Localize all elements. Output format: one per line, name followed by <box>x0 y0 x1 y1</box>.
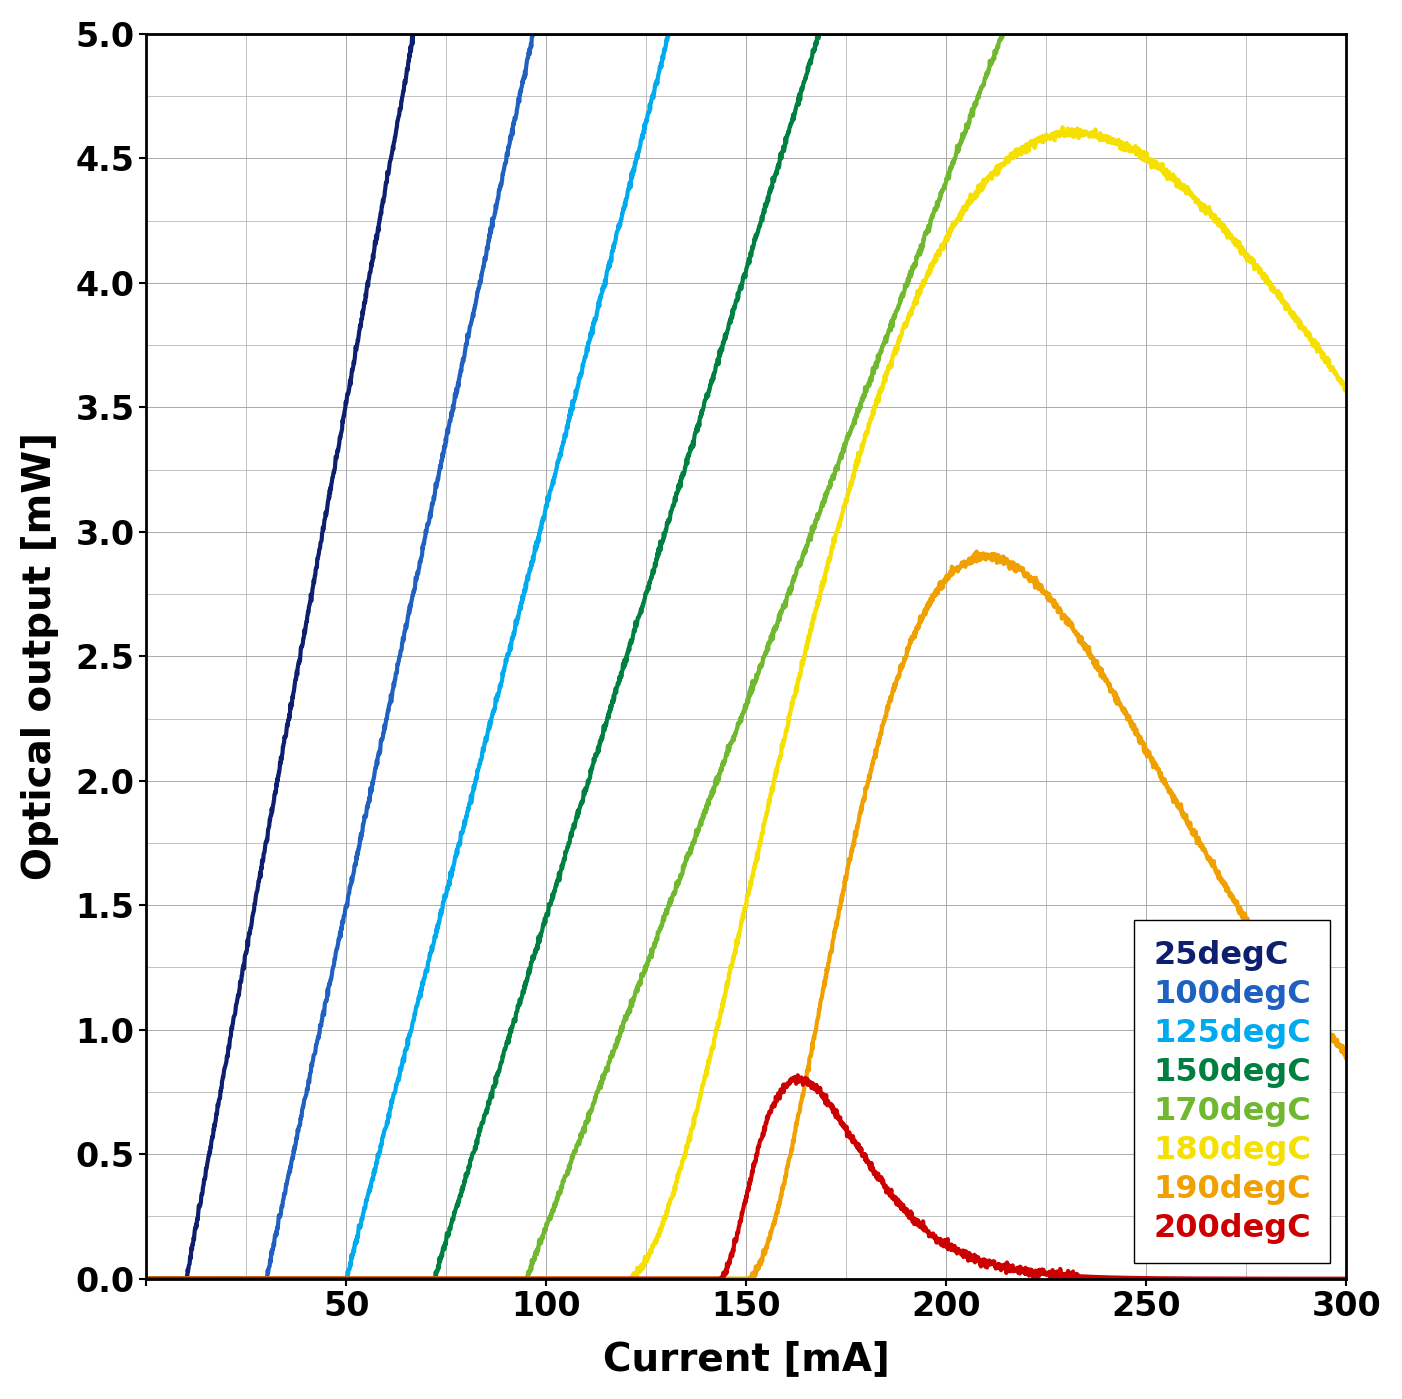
180degC <box>346 1270 363 1287</box>
170degC <box>1186 25 1203 42</box>
25degC <box>137 1270 154 1287</box>
200degC <box>789 1067 806 1084</box>
25degC <box>1338 25 1354 42</box>
200degC <box>599 1270 615 1287</box>
190degC <box>1186 821 1203 838</box>
25degC <box>651 25 667 42</box>
125degC <box>660 25 677 42</box>
Legend: 25degC, 100degC, 125degC, 150degC, 170degC, 180degC, 190degC, 200degC: 25degC, 100degC, 125degC, 150degC, 170de… <box>1134 921 1330 1263</box>
190degC <box>137 1270 154 1287</box>
190degC <box>1338 1044 1354 1060</box>
25degC <box>599 25 615 42</box>
150degC <box>809 25 826 42</box>
100degC <box>599 25 615 42</box>
100degC <box>346 858 363 874</box>
180degC <box>1315 347 1332 364</box>
125degC <box>651 66 667 83</box>
100degC <box>1315 25 1332 42</box>
100degC <box>275 1191 292 1207</box>
200degC <box>137 1270 154 1287</box>
X-axis label: Current [mA]: Current [mA] <box>603 1340 890 1378</box>
180degC <box>599 1270 615 1287</box>
200degC <box>275 1270 292 1287</box>
190degC <box>651 1270 667 1287</box>
180degC <box>137 1270 154 1287</box>
125degC <box>1186 25 1203 42</box>
100degC <box>1338 25 1354 42</box>
200degC <box>1315 1270 1332 1287</box>
Line: 190degC: 190degC <box>146 551 1346 1279</box>
190degC <box>969 543 986 560</box>
Line: 100degC: 100degC <box>146 34 1346 1279</box>
150degC <box>1338 25 1354 42</box>
Line: 170degC: 170degC <box>146 34 1346 1279</box>
190degC <box>599 1270 615 1287</box>
180degC <box>651 1226 667 1242</box>
200degC <box>346 1270 363 1287</box>
150degC <box>1186 25 1203 42</box>
170degC <box>599 1060 615 1077</box>
125degC <box>137 1270 154 1287</box>
100degC <box>1186 25 1203 42</box>
180degC <box>1186 190 1203 207</box>
100degC <box>524 25 541 42</box>
150degC <box>651 540 667 557</box>
170degC <box>1315 25 1332 42</box>
190degC <box>346 1270 363 1287</box>
170degC <box>137 1270 154 1287</box>
200degC <box>651 1270 667 1287</box>
Line: 180degC: 180degC <box>146 127 1346 1279</box>
Line: 200degC: 200degC <box>146 1076 1346 1279</box>
25degC <box>1186 25 1203 42</box>
150degC <box>346 1270 363 1287</box>
180degC <box>275 1270 292 1287</box>
125degC <box>275 1270 292 1287</box>
25degC <box>346 353 363 369</box>
150degC <box>599 713 615 730</box>
Line: 25degC: 25degC <box>146 34 1346 1279</box>
125degC <box>346 1238 363 1255</box>
170degC <box>994 25 1011 42</box>
125degC <box>599 266 615 283</box>
150degC <box>1315 25 1332 42</box>
100degC <box>651 25 667 42</box>
100degC <box>137 1270 154 1287</box>
170degC <box>651 923 667 940</box>
170degC <box>1338 25 1354 42</box>
25degC <box>1315 25 1332 42</box>
180degC <box>1338 382 1354 399</box>
25degC <box>275 739 292 755</box>
Line: 150degC: 150degC <box>146 34 1346 1279</box>
125degC <box>1338 25 1354 42</box>
190degC <box>275 1270 292 1287</box>
180degC <box>1054 119 1071 136</box>
150degC <box>275 1270 292 1287</box>
200degC <box>1338 1270 1354 1287</box>
170degC <box>275 1270 292 1287</box>
170degC <box>346 1270 363 1287</box>
Line: 125degC: 125degC <box>146 34 1346 1279</box>
125degC <box>1315 25 1332 42</box>
200degC <box>1186 1270 1203 1287</box>
Y-axis label: Optical output [mW]: Optical output [mW] <box>21 432 59 880</box>
190degC <box>1315 1018 1332 1035</box>
150degC <box>137 1270 154 1287</box>
25degC <box>405 25 422 42</box>
